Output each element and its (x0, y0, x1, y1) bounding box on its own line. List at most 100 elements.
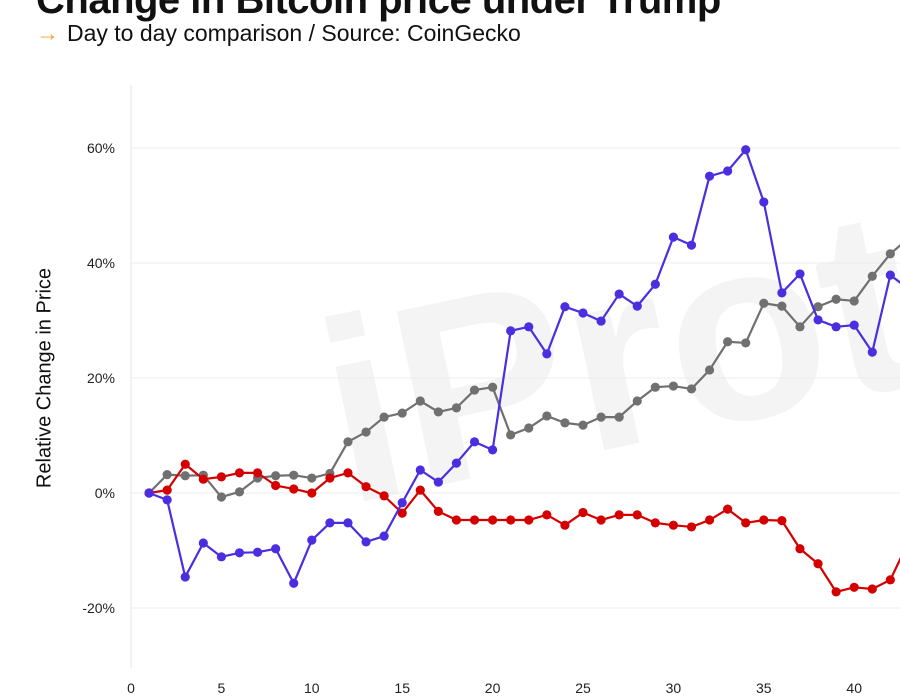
data-point-red (415, 485, 425, 495)
data-point-grey (524, 423, 534, 433)
data-point-red (849, 582, 859, 592)
data-point-grey (831, 294, 841, 304)
data-point-blue (307, 535, 317, 545)
data-point-grey (686, 384, 697, 394)
data-point-red (560, 520, 570, 530)
data-point-blue (433, 477, 443, 487)
data-point-grey (234, 487, 245, 497)
data-point-blue (325, 518, 335, 528)
data-point-red (271, 480, 281, 491)
data-point-grey (759, 298, 769, 308)
data-point-blue (289, 578, 299, 588)
data-point-blue (198, 538, 208, 548)
chart-title: Change in Bitcoin price under Trump (36, 0, 721, 22)
data-point-blue (506, 326, 516, 336)
data-point-blue (234, 548, 245, 558)
data-point-red (885, 575, 895, 585)
data-point-blue (596, 316, 606, 326)
data-point-red (668, 520, 679, 530)
y-tick-label: 60% (87, 140, 115, 156)
data-point-blue (867, 347, 877, 357)
data-point-grey (361, 427, 371, 437)
data-point-grey (723, 337, 733, 347)
data-point-blue (741, 145, 751, 155)
data-point-red (596, 515, 606, 525)
data-point-blue (542, 349, 552, 359)
y-tick-label: 0% (95, 485, 115, 501)
data-point-grey (704, 365, 715, 375)
data-point-blue (144, 488, 154, 498)
data-point-grey (379, 412, 389, 422)
data-point-red (578, 507, 588, 518)
arrow-right-icon: → (36, 20, 59, 46)
data-point-blue (451, 458, 462, 468)
x-tick-label: 40 (846, 680, 862, 696)
data-point-red (397, 508, 407, 518)
data-point-blue (668, 232, 679, 242)
data-point-red (795, 544, 805, 554)
data-point-blue (723, 166, 733, 176)
data-point-grey (795, 322, 805, 332)
data-point-grey (632, 396, 642, 406)
y-tick-label: -20% (82, 600, 115, 616)
data-point-red (650, 518, 660, 528)
data-point-red (632, 510, 642, 520)
data-point-grey (596, 412, 606, 422)
data-point-red (741, 518, 751, 528)
data-point-red (252, 468, 263, 478)
x-tick-label: 20 (485, 680, 501, 696)
data-point-blue (162, 495, 172, 505)
data-point-blue (885, 270, 895, 280)
data-point-blue (343, 518, 353, 528)
data-point-red (524, 515, 534, 525)
data-point-red (542, 510, 552, 520)
chart-subtitle: → Day to day comparison / Source: CoinGec… (36, 20, 521, 47)
data-point-red (180, 459, 190, 469)
data-point-red (759, 515, 769, 525)
x-tick-label: 25 (575, 680, 591, 696)
data-point-grey (650, 382, 660, 392)
data-point-blue (614, 289, 624, 299)
data-point-blue (415, 465, 425, 475)
data-point-grey (867, 271, 877, 281)
data-point-blue (180, 572, 190, 582)
data-point-red (469, 515, 480, 525)
data-point-red (198, 474, 208, 484)
data-point-red (343, 468, 353, 478)
data-point-grey (542, 411, 552, 421)
data-point-grey (506, 430, 516, 440)
data-point-grey (162, 470, 172, 480)
data-point-blue (795, 269, 805, 279)
data-point-grey (560, 418, 570, 428)
data-point-red (686, 522, 697, 532)
data-point-blue (379, 531, 389, 541)
data-point-red (307, 488, 317, 498)
data-point-red (433, 506, 443, 516)
data-point-grey (289, 470, 299, 480)
data-point-red (867, 584, 877, 594)
data-point-blue (524, 322, 534, 332)
data-point-red (723, 504, 733, 514)
data-point-red (162, 485, 172, 495)
data-point-red (704, 515, 715, 525)
data-point-blue (831, 322, 841, 332)
data-point-blue (560, 302, 570, 312)
data-point-grey (469, 385, 480, 395)
data-point-grey (741, 338, 751, 348)
data-point-grey (885, 249, 895, 259)
data-point-blue (632, 301, 642, 311)
data-point-grey (307, 473, 317, 483)
x-tick-label: 10 (304, 680, 320, 696)
data-point-red (831, 587, 841, 597)
data-point-red (488, 515, 498, 525)
x-tick-label: 0 (127, 680, 135, 696)
data-point-blue (397, 498, 407, 508)
data-point-blue (578, 308, 588, 318)
data-point-red (216, 472, 226, 482)
data-point-grey (488, 382, 498, 392)
y-tick-label: 40% (87, 255, 115, 271)
data-point-grey (813, 302, 823, 312)
subtitle-text: Day to day comparison / Source: CoinGeck… (67, 20, 521, 46)
data-point-red (379, 491, 389, 501)
data-point-grey (614, 412, 624, 422)
